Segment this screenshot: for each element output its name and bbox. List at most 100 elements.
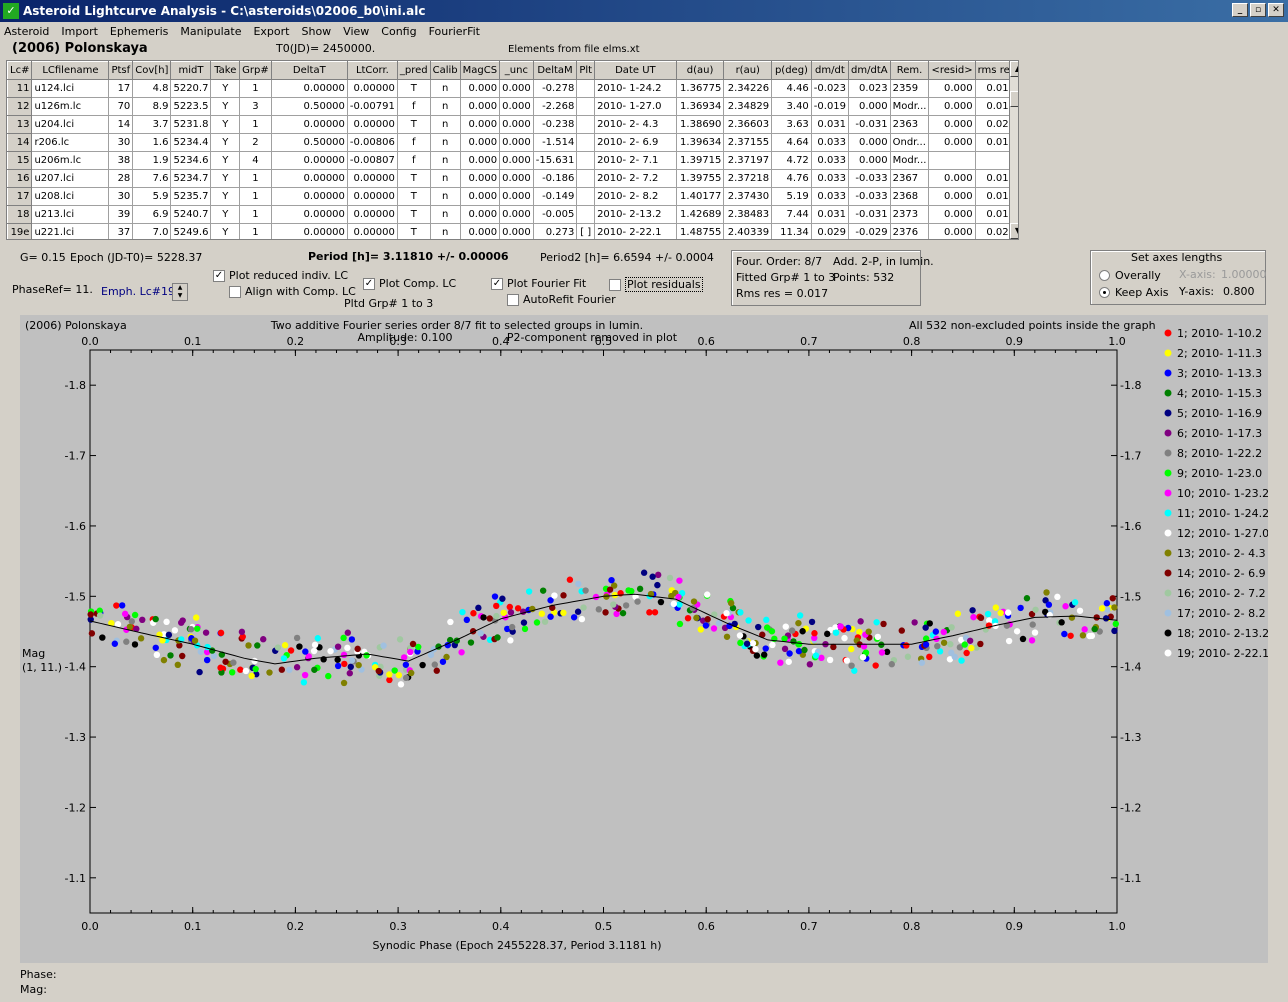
table-cell[interactable]: 1: [239, 223, 272, 239]
table-cell[interactable]: Y: [210, 205, 241, 224]
column-header[interactable]: r(au): [723, 61, 773, 80]
table-cell[interactable]: -15.631: [532, 151, 578, 170]
table-cell[interactable]: 1.36775: [675, 79, 725, 98]
table-cell[interactable]: 0.033: [810, 169, 850, 188]
scroll-up-icon[interactable]: ▲: [1010, 61, 1018, 77]
menu-asteroid[interactable]: Asteroid: [4, 25, 50, 38]
column-header[interactable]: _unc: [499, 61, 534, 80]
table-cell[interactable]: 0.000: [928, 115, 976, 134]
column-header[interactable]: DeltaT: [270, 61, 348, 80]
table-cell[interactable]: Ondr...: [889, 133, 930, 152]
table-cell[interactable]: -0.019: [810, 97, 850, 116]
table-cell[interactable]: -0.00807: [346, 151, 398, 170]
table-cell[interactable]: -0.238: [532, 115, 578, 134]
table-cell[interactable]: 1.39715: [675, 151, 725, 170]
table-cell[interactable]: 2010- 2- 7.1: [594, 151, 677, 170]
table-scrollbar[interactable]: ▲ ▼: [1009, 61, 1018, 239]
table-cell[interactable]: 0.00000: [346, 169, 398, 188]
table-cell[interactable]: [928, 151, 976, 170]
table-cell[interactable]: 0.000: [499, 115, 534, 134]
table-cell[interactable]: 5.9: [132, 187, 172, 206]
column-header[interactable]: MagCS: [459, 61, 501, 80]
lightcurve-table[interactable]: Lc# LCfilename Ptsf Cov[h] midT Take Grp# Delta…: [6, 60, 1019, 240]
table-cell[interactable]: 1.39755: [675, 169, 725, 188]
table-cell[interactable]: 1: [239, 169, 272, 188]
table-cell[interactable]: 2010- 1-27.0: [594, 97, 677, 116]
table-cell[interactable]: T: [396, 223, 431, 239]
table-cell[interactable]: 0.023: [848, 79, 891, 98]
table-cell[interactable]: 5220.7: [170, 79, 212, 98]
table-cell[interactable]: n: [429, 79, 461, 98]
table-cell[interactable]: 37: [108, 223, 134, 239]
table-cell[interactable]: -0.149: [532, 187, 578, 206]
table-cell[interactable]: 0.000: [499, 223, 534, 239]
table-cell[interactable]: 0.000: [928, 97, 976, 116]
table-cell[interactable]: 0.00000: [346, 115, 398, 134]
table-cell[interactable]: n: [429, 205, 461, 224]
table-cell[interactable]: [576, 169, 596, 188]
table-cell[interactable]: 0.000: [499, 79, 534, 98]
table-cell[interactable]: r206.lc: [31, 133, 110, 152]
column-header[interactable]: _pred: [396, 61, 431, 80]
table-cell[interactable]: 5234.4: [170, 133, 212, 152]
table-cell[interactable]: 0.000: [848, 133, 891, 152]
table-cell[interactable]: 1.48755: [675, 223, 725, 239]
column-header[interactable]: d(au): [675, 61, 725, 80]
table-cell[interactable]: 0.000: [459, 97, 501, 116]
table-cell[interactable]: 0.273: [532, 223, 578, 239]
table-cell[interactable]: 0.000: [459, 115, 501, 134]
table-cell[interactable]: u208.lci: [31, 187, 110, 206]
table-cell[interactable]: 2010- 1-24.2: [594, 79, 677, 98]
table-cell[interactable]: 0.00000: [346, 79, 398, 98]
table-cell[interactable]: 0.000: [459, 79, 501, 98]
table-cell[interactable]: 19e: [7, 223, 33, 239]
table-cell[interactable]: 13: [7, 115, 33, 134]
table-cell[interactable]: 2.37430: [723, 187, 773, 206]
table-cell[interactable]: [576, 151, 596, 170]
table-cell[interactable]: -0.00806: [346, 133, 398, 152]
table-cell[interactable]: 1.42689: [675, 205, 725, 224]
table-cell[interactable]: 1.9: [132, 151, 172, 170]
table-cell[interactable]: 2010- 2- 4.3: [594, 115, 677, 134]
table-cell[interactable]: 2359: [889, 79, 930, 98]
column-header[interactable]: dm/dtA: [848, 61, 891, 80]
table-cell[interactable]: 2: [239, 133, 272, 152]
table-cell[interactable]: 0.00000: [270, 223, 348, 239]
table-cell[interactable]: -0.005: [532, 205, 578, 224]
table-cell[interactable]: 2.34829: [723, 97, 773, 116]
table-cell[interactable]: 0.50000: [270, 97, 348, 116]
maximize-button[interactable]: ▫: [1250, 3, 1266, 17]
table-cell[interactable]: -0.00791: [346, 97, 398, 116]
table-cell[interactable]: 2010- 2- 7.2: [594, 169, 677, 188]
table-cell[interactable]: 0.00000: [270, 79, 348, 98]
table-cell[interactable]: n: [429, 223, 461, 239]
column-header[interactable]: Rem.: [889, 61, 930, 80]
table-cell[interactable]: Y: [210, 187, 241, 206]
table-cell[interactable]: 30: [108, 133, 134, 152]
table-cell[interactable]: 0.033: [810, 133, 850, 152]
table-cell[interactable]: 1: [239, 79, 272, 98]
plot-comp-checkbox[interactable]: ✓ Plot Comp. LC: [363, 277, 457, 290]
table-cell[interactable]: 1.38690: [675, 115, 725, 134]
table-cell[interactable]: 4.76: [771, 169, 812, 188]
table-cell[interactable]: 0.000: [499, 97, 534, 116]
align-comp-checkbox[interactable]: Align with Comp. LC: [229, 285, 356, 298]
table-cell[interactable]: [576, 205, 596, 224]
column-header[interactable]: Ptsf: [108, 61, 134, 80]
table-cell[interactable]: 0.50000: [270, 133, 348, 152]
app-icon[interactable]: ✓: [3, 3, 19, 19]
table-row[interactable]: 12 u126m.lc 70 8.9 5223.5 Y 3 0.50000 -0.00791 f n…: [7, 97, 1018, 116]
table-cell[interactable]: 5235.7: [170, 187, 212, 206]
table-cell[interactable]: -0.029: [848, 223, 891, 239]
table-cell[interactable]: 5.19: [771, 187, 812, 206]
table-cell[interactable]: 30: [108, 187, 134, 206]
table-cell[interactable]: u207.lci: [31, 169, 110, 188]
table-cell[interactable]: 1.6: [132, 133, 172, 152]
column-header[interactable]: dm/dt: [810, 61, 850, 80]
menu-ephemeris[interactable]: Ephemeris: [109, 25, 169, 38]
table-cell[interactable]: 0.000: [459, 133, 501, 152]
